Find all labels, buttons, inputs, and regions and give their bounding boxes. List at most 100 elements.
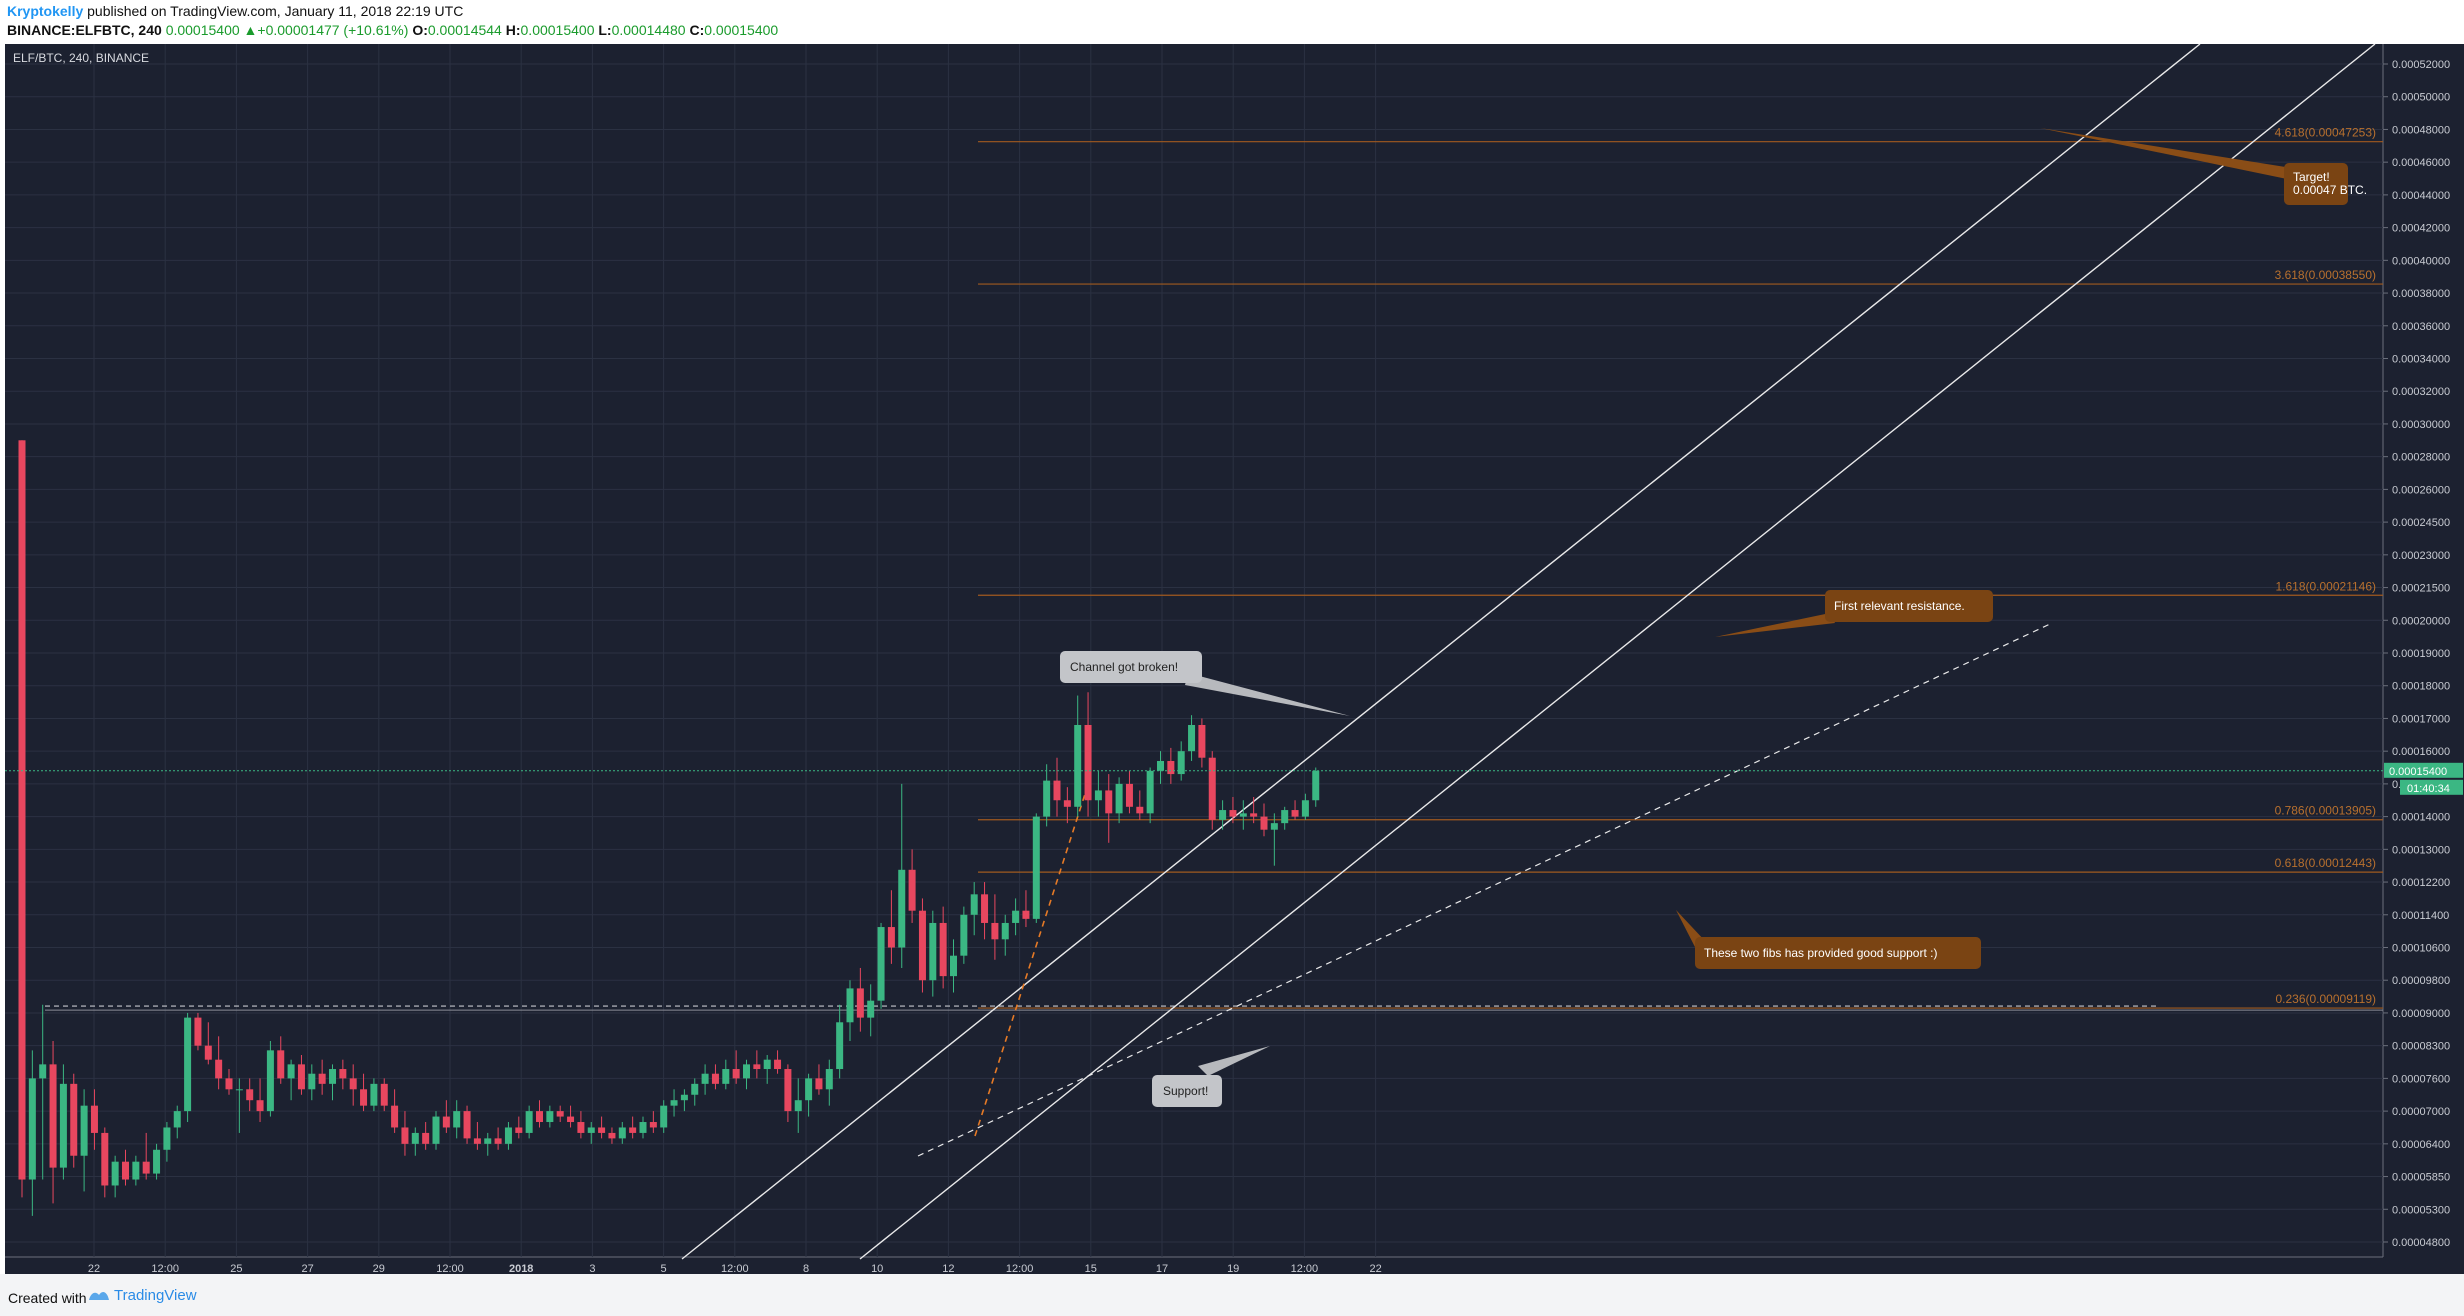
candle-up [287, 1059, 295, 1101]
channel-lines [681, 44, 2376, 1260]
y-tick-label: 0.00020000 [2392, 615, 2450, 627]
candle-up [432, 1111, 440, 1150]
countdown-badge-text: 01:40:34 [2407, 783, 2450, 795]
y-tick-label: 0.00032000 [2392, 386, 2450, 398]
y-tick-label: 0.00011400 [2392, 910, 2449, 922]
candle-up [484, 1132, 492, 1156]
candle-up [1115, 777, 1123, 824]
y-tick-label: 0.00013000 [2392, 844, 2450, 856]
channel-lower-line [859, 44, 2376, 1260]
callout-fib-support-box [1695, 937, 1981, 969]
y-tick-label: 0.00052000 [2392, 59, 2450, 71]
candle-up [1146, 767, 1154, 824]
candle-up [867, 984, 875, 1037]
x-tick-label: 12:00 [1006, 1263, 1034, 1274]
y-tick-label: 0.00004800 [2392, 1237, 2450, 1249]
high-label: H: [505, 22, 521, 38]
y-tick-label: 0.00014000 [2392, 812, 2450, 824]
y-tick-label: 0.00008300 [2392, 1041, 2450, 1053]
candle-down [784, 1064, 792, 1123]
fib-level-label: 0.618(0.00012443) [2275, 856, 2376, 870]
candle-down [401, 1111, 409, 1156]
candle-down [1084, 692, 1092, 817]
y-tick-label: 0.00046000 [2392, 157, 2450, 169]
fib-level-label: 3.618(0.00038550) [2275, 268, 2376, 282]
candle-down [318, 1059, 326, 1095]
candle-up [877, 922, 885, 1009]
x-axis-labels: 22 12:00 25 27 29 12:00 2018 3 5 12:00 8 10 12 12:00 1… [88, 1263, 1382, 1274]
x-tick-label: 5 [661, 1263, 667, 1274]
candle-down [991, 894, 999, 960]
candle-down [598, 1116, 606, 1139]
candle-up [1001, 914, 1009, 956]
candle-up [929, 910, 937, 997]
x-tick-label: 8 [803, 1263, 809, 1274]
candle-down [494, 1127, 502, 1150]
candle-down [515, 1116, 523, 1139]
candle-up [546, 1105, 554, 1128]
candle-down [49, 1040, 57, 1204]
candle-down [732, 1050, 740, 1084]
x-tick-label: 10 [871, 1263, 883, 1274]
tradingview-link[interactable]: TradingView [114, 1287, 197, 1304]
x-tick-label: 12:00 [436, 1263, 464, 1274]
callout-target-box [2284, 163, 2348, 205]
callout-channel[interactable]: Channel got broken! [1060, 651, 1350, 716]
candle-up [691, 1078, 699, 1106]
callout-resistance[interactable]: First relevant resistance. [1715, 590, 1993, 637]
candle-up [28, 1050, 36, 1216]
candle-down [856, 967, 864, 1032]
candle-up [39, 1004, 47, 1180]
candle-down [204, 1022, 212, 1065]
candle-down [391, 1089, 399, 1133]
candle-up [805, 1073, 813, 1117]
y-tick-label: 0.00009000 [2392, 1008, 2450, 1020]
candle-up [1157, 751, 1164, 784]
candle-up [1312, 767, 1320, 807]
channel-upper-line [681, 44, 2201, 1260]
candle-down [711, 1064, 719, 1090]
candle-up [525, 1105, 533, 1139]
candle-up [1301, 793, 1309, 820]
last-price-badge [2384, 762, 2463, 778]
x-tick-label: 3 [589, 1263, 595, 1274]
candle-down [101, 1127, 109, 1198]
candle-up [1188, 715, 1196, 761]
callout-fib-support[interactable]: These two fibs has provided good support… [1676, 910, 1981, 969]
candle-down [1167, 747, 1175, 784]
author-link[interactable]: Kryptokelly [7, 3, 84, 19]
candle-down [297, 1055, 305, 1095]
callout-support[interactable]: Support! [1152, 1046, 1270, 1107]
y-tick-label: 0.00030000 [2392, 419, 2450, 431]
candle-up [1043, 764, 1051, 827]
candle-down [939, 906, 947, 989]
candle-down [1022, 890, 1030, 928]
x-tick-label: 22 [1369, 1263, 1381, 1274]
close-value: 0.00015400 [704, 22, 779, 38]
created-with-text: Created with [8, 1290, 87, 1306]
tradingview-logo-icon [89, 1292, 109, 1300]
open-label: O: [412, 22, 428, 38]
candle-down [349, 1064, 357, 1106]
symbol-label: BINANCE:ELFBTC, 240 [7, 22, 162, 38]
candle-up [670, 1089, 678, 1117]
candle-down [122, 1149, 129, 1186]
y-tick-label: 0.00018000 [2392, 681, 2450, 693]
y-tick-label: 0.00026000 [2392, 484, 2450, 496]
candle-down [339, 1059, 347, 1090]
price-chart[interactable]: 0.00052000 0.00050000 0.00048000 0.00046000… [0, 44, 2464, 1274]
candle-down [70, 1073, 78, 1168]
candlestick-series [18, 440, 1320, 1216]
candle-down [1260, 803, 1268, 837]
low-value: 0.00014480 [611, 22, 686, 38]
candle-down [981, 882, 989, 940]
last-price-badge-text: 0.00015400 [2389, 766, 2447, 778]
candle-down [1198, 718, 1206, 768]
candle-down [753, 1050, 761, 1079]
candle-up [504, 1122, 512, 1150]
y-tick-label: 0.00017000 [2392, 713, 2450, 725]
y-axis-panel [2383, 44, 2464, 1257]
y-tick-label: 0.00036000 [2392, 321, 2450, 333]
candle-up [59, 1064, 67, 1180]
callout-target[interactable]: Target! 0.00047 BTC. [2040, 128, 2367, 205]
